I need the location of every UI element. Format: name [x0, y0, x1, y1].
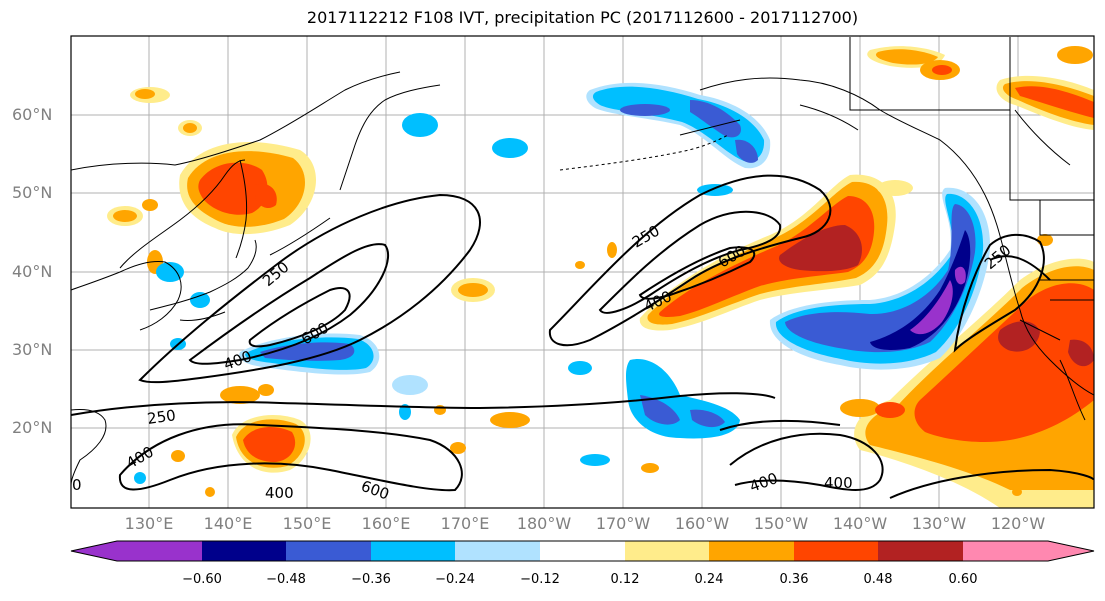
- lon-label: 140°E: [203, 514, 253, 533]
- colorbar-segment: [709, 541, 794, 561]
- colorbar-segment: [1048, 541, 1094, 561]
- colorbar-segment: [878, 541, 963, 561]
- lon-label: 150°E: [282, 514, 332, 533]
- lon-label: 140°W: [832, 514, 888, 533]
- colorbar-tick-label: −0.12: [520, 572, 560, 587]
- contour-label: 0: [72, 476, 82, 494]
- colorbar-segment: [286, 541, 371, 561]
- lon-label: 180°W: [516, 514, 572, 533]
- lon-label: 160°E: [361, 514, 411, 533]
- contour-label: 250: [146, 406, 177, 428]
- colorbar-segment: [167, 541, 202, 561]
- colorbar-segment: [794, 541, 878, 561]
- ivt-contours: [71, 174, 1094, 499]
- contour-label: 400: [824, 474, 853, 492]
- colorbar-tick-label: 0.48: [863, 572, 893, 587]
- lat-label: 40°N: [12, 262, 53, 281]
- colorbar-tick-label: 0.24: [694, 572, 724, 587]
- negative-precip-patches: [134, 82, 991, 484]
- contour-label: 400: [265, 484, 294, 502]
- lon-label: 150°W: [753, 514, 809, 533]
- coastlines: [71, 37, 1094, 486]
- colorbar-tick-label: −0.48: [266, 572, 306, 587]
- colorbar-segment: [625, 541, 709, 561]
- lon-label: 170°E: [440, 514, 490, 533]
- lon-label: 130°W: [911, 514, 967, 533]
- colorbar-segment: [371, 541, 455, 561]
- colorbar-tick-label: −0.24: [435, 572, 475, 587]
- colorbar-tick-label: −0.36: [351, 572, 391, 587]
- lon-label: 120°W: [990, 514, 1046, 533]
- colorbar-segment: [202, 541, 286, 561]
- positive-precip-patches: [107, 46, 1094, 508]
- colorbar-tick-label: 0.60: [948, 572, 978, 587]
- map-frame: [70, 35, 1095, 509]
- colorbar-tick-label: 0.12: [610, 572, 640, 587]
- colorbar-segments: [71, 541, 1094, 561]
- lon-label: 170°W: [595, 514, 651, 533]
- lat-label: 50°N: [12, 183, 53, 202]
- colorbar-outline: [70, 540, 1095, 562]
- lon-label: 130°E: [124, 514, 174, 533]
- colorbar-tick-label: −0.60: [182, 572, 222, 587]
- map-title: 2017112212 F108 IVT, precipitation PC (2…: [306, 8, 859, 27]
- colorbar-tick-label: 0.36: [779, 572, 809, 587]
- lat-label: 30°N: [12, 340, 53, 359]
- lat-label: 60°N: [12, 105, 53, 124]
- colorbar-segment: [963, 541, 1048, 561]
- lon-label: 160°W: [674, 514, 730, 533]
- lat-label: 20°N: [12, 418, 53, 437]
- colorbar-segment: [540, 541, 625, 561]
- colorbar-segment: [455, 541, 540, 561]
- colorbar-segment: [71, 541, 168, 561]
